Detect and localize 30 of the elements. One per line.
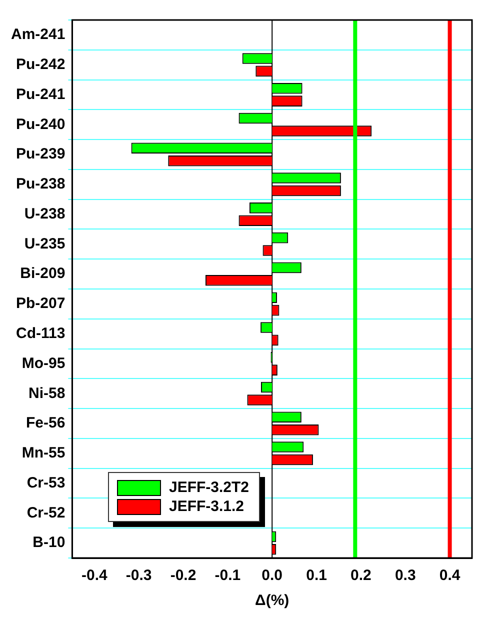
x-tick-label: 0.0: [262, 567, 283, 584]
y-tick-label: Am-241: [10, 26, 66, 44]
x-tick-label: -0.4: [81, 567, 108, 584]
x-tick-label: 0.3: [394, 567, 416, 584]
y-tick-label: Fe-56: [26, 414, 66, 432]
y-tick-label: U-238: [24, 205, 66, 222]
y-tick-label: U-235: [24, 235, 66, 252]
y-tick-label: Cr-53: [26, 474, 66, 492]
y-tick-label: Mo-95: [22, 354, 66, 372]
y-tick-label: Pu-241: [16, 86, 66, 103]
x-tick-label: 0.4: [439, 567, 461, 584]
x-tick-label: -0.1: [214, 567, 241, 584]
y-tick-label: Pb-207: [16, 295, 66, 312]
x-axis-title: Δ(%): [255, 592, 290, 610]
y-tick-label: Cd-113: [16, 324, 66, 342]
y-tick-label: Cr-52: [26, 504, 66, 522]
y-tick-label: Pu-242: [16, 56, 66, 73]
y-tick-label: Pu-239: [16, 146, 66, 163]
x-tick-label: 0.2: [350, 567, 372, 584]
y-tick-label: Mn-55: [22, 444, 66, 462]
y-tick-label: Ni-58: [28, 384, 66, 402]
x-tick-label: -0.3: [126, 567, 152, 584]
legend-label: JEFF-3.2T2: [169, 479, 250, 496]
legend-label: JEFF-3.1.2: [169, 498, 244, 515]
x-tick-label: -0.2: [170, 567, 196, 584]
y-tick-label: Pu-240: [16, 116, 66, 133]
x-tick-label: 0.1: [306, 567, 327, 584]
y-tick-label: B-10: [32, 534, 66, 552]
y-tick-label: Pu-238: [16, 176, 66, 193]
y-tick-label: Bi-209: [20, 265, 66, 282]
